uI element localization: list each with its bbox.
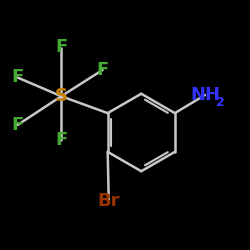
Text: Br: Br bbox=[98, 192, 120, 210]
Text: F: F bbox=[96, 61, 108, 79]
Text: F: F bbox=[55, 38, 68, 56]
Text: NH: NH bbox=[190, 86, 220, 104]
Text: S: S bbox=[55, 87, 68, 105]
Text: F: F bbox=[55, 131, 68, 149]
Text: F: F bbox=[12, 68, 24, 86]
Text: F: F bbox=[12, 116, 24, 134]
Text: 2: 2 bbox=[216, 96, 225, 108]
